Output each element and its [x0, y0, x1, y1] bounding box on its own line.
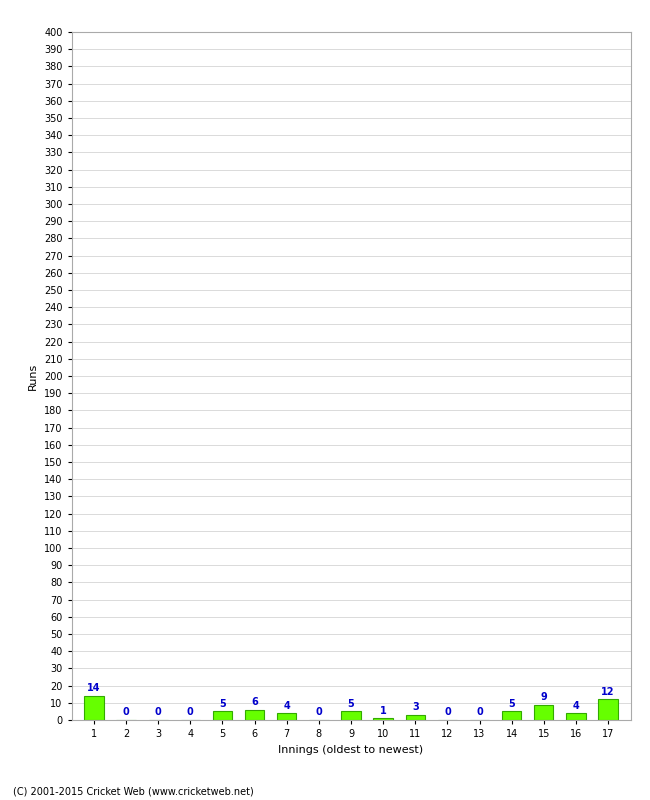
- Bar: [341, 711, 361, 720]
- Text: 14: 14: [87, 683, 101, 694]
- Text: 1: 1: [380, 706, 387, 716]
- Bar: [277, 713, 296, 720]
- Text: 4: 4: [283, 701, 290, 710]
- Bar: [84, 696, 103, 720]
- Text: 4: 4: [573, 701, 579, 710]
- Text: 6: 6: [252, 697, 258, 707]
- Text: 0: 0: [315, 707, 322, 718]
- Bar: [502, 711, 521, 720]
- Text: 0: 0: [444, 707, 450, 718]
- Text: 0: 0: [476, 707, 483, 718]
- Text: 0: 0: [155, 707, 162, 718]
- Text: 9: 9: [540, 692, 547, 702]
- X-axis label: Innings (oldest to newest): Innings (oldest to newest): [278, 745, 424, 754]
- Text: 5: 5: [508, 699, 515, 709]
- Text: (C) 2001-2015 Cricket Web (www.cricketweb.net): (C) 2001-2015 Cricket Web (www.cricketwe…: [13, 786, 254, 796]
- Text: 3: 3: [412, 702, 419, 712]
- Y-axis label: Runs: Runs: [29, 362, 38, 390]
- Bar: [534, 705, 553, 720]
- Text: 5: 5: [348, 699, 354, 709]
- Bar: [245, 710, 265, 720]
- Bar: [599, 699, 617, 720]
- Bar: [566, 713, 586, 720]
- Bar: [406, 715, 425, 720]
- Text: 5: 5: [219, 699, 226, 709]
- Bar: [374, 718, 393, 720]
- Bar: [213, 711, 232, 720]
- Text: 0: 0: [187, 707, 194, 718]
- Text: 0: 0: [123, 707, 129, 718]
- Text: 12: 12: [601, 686, 615, 697]
